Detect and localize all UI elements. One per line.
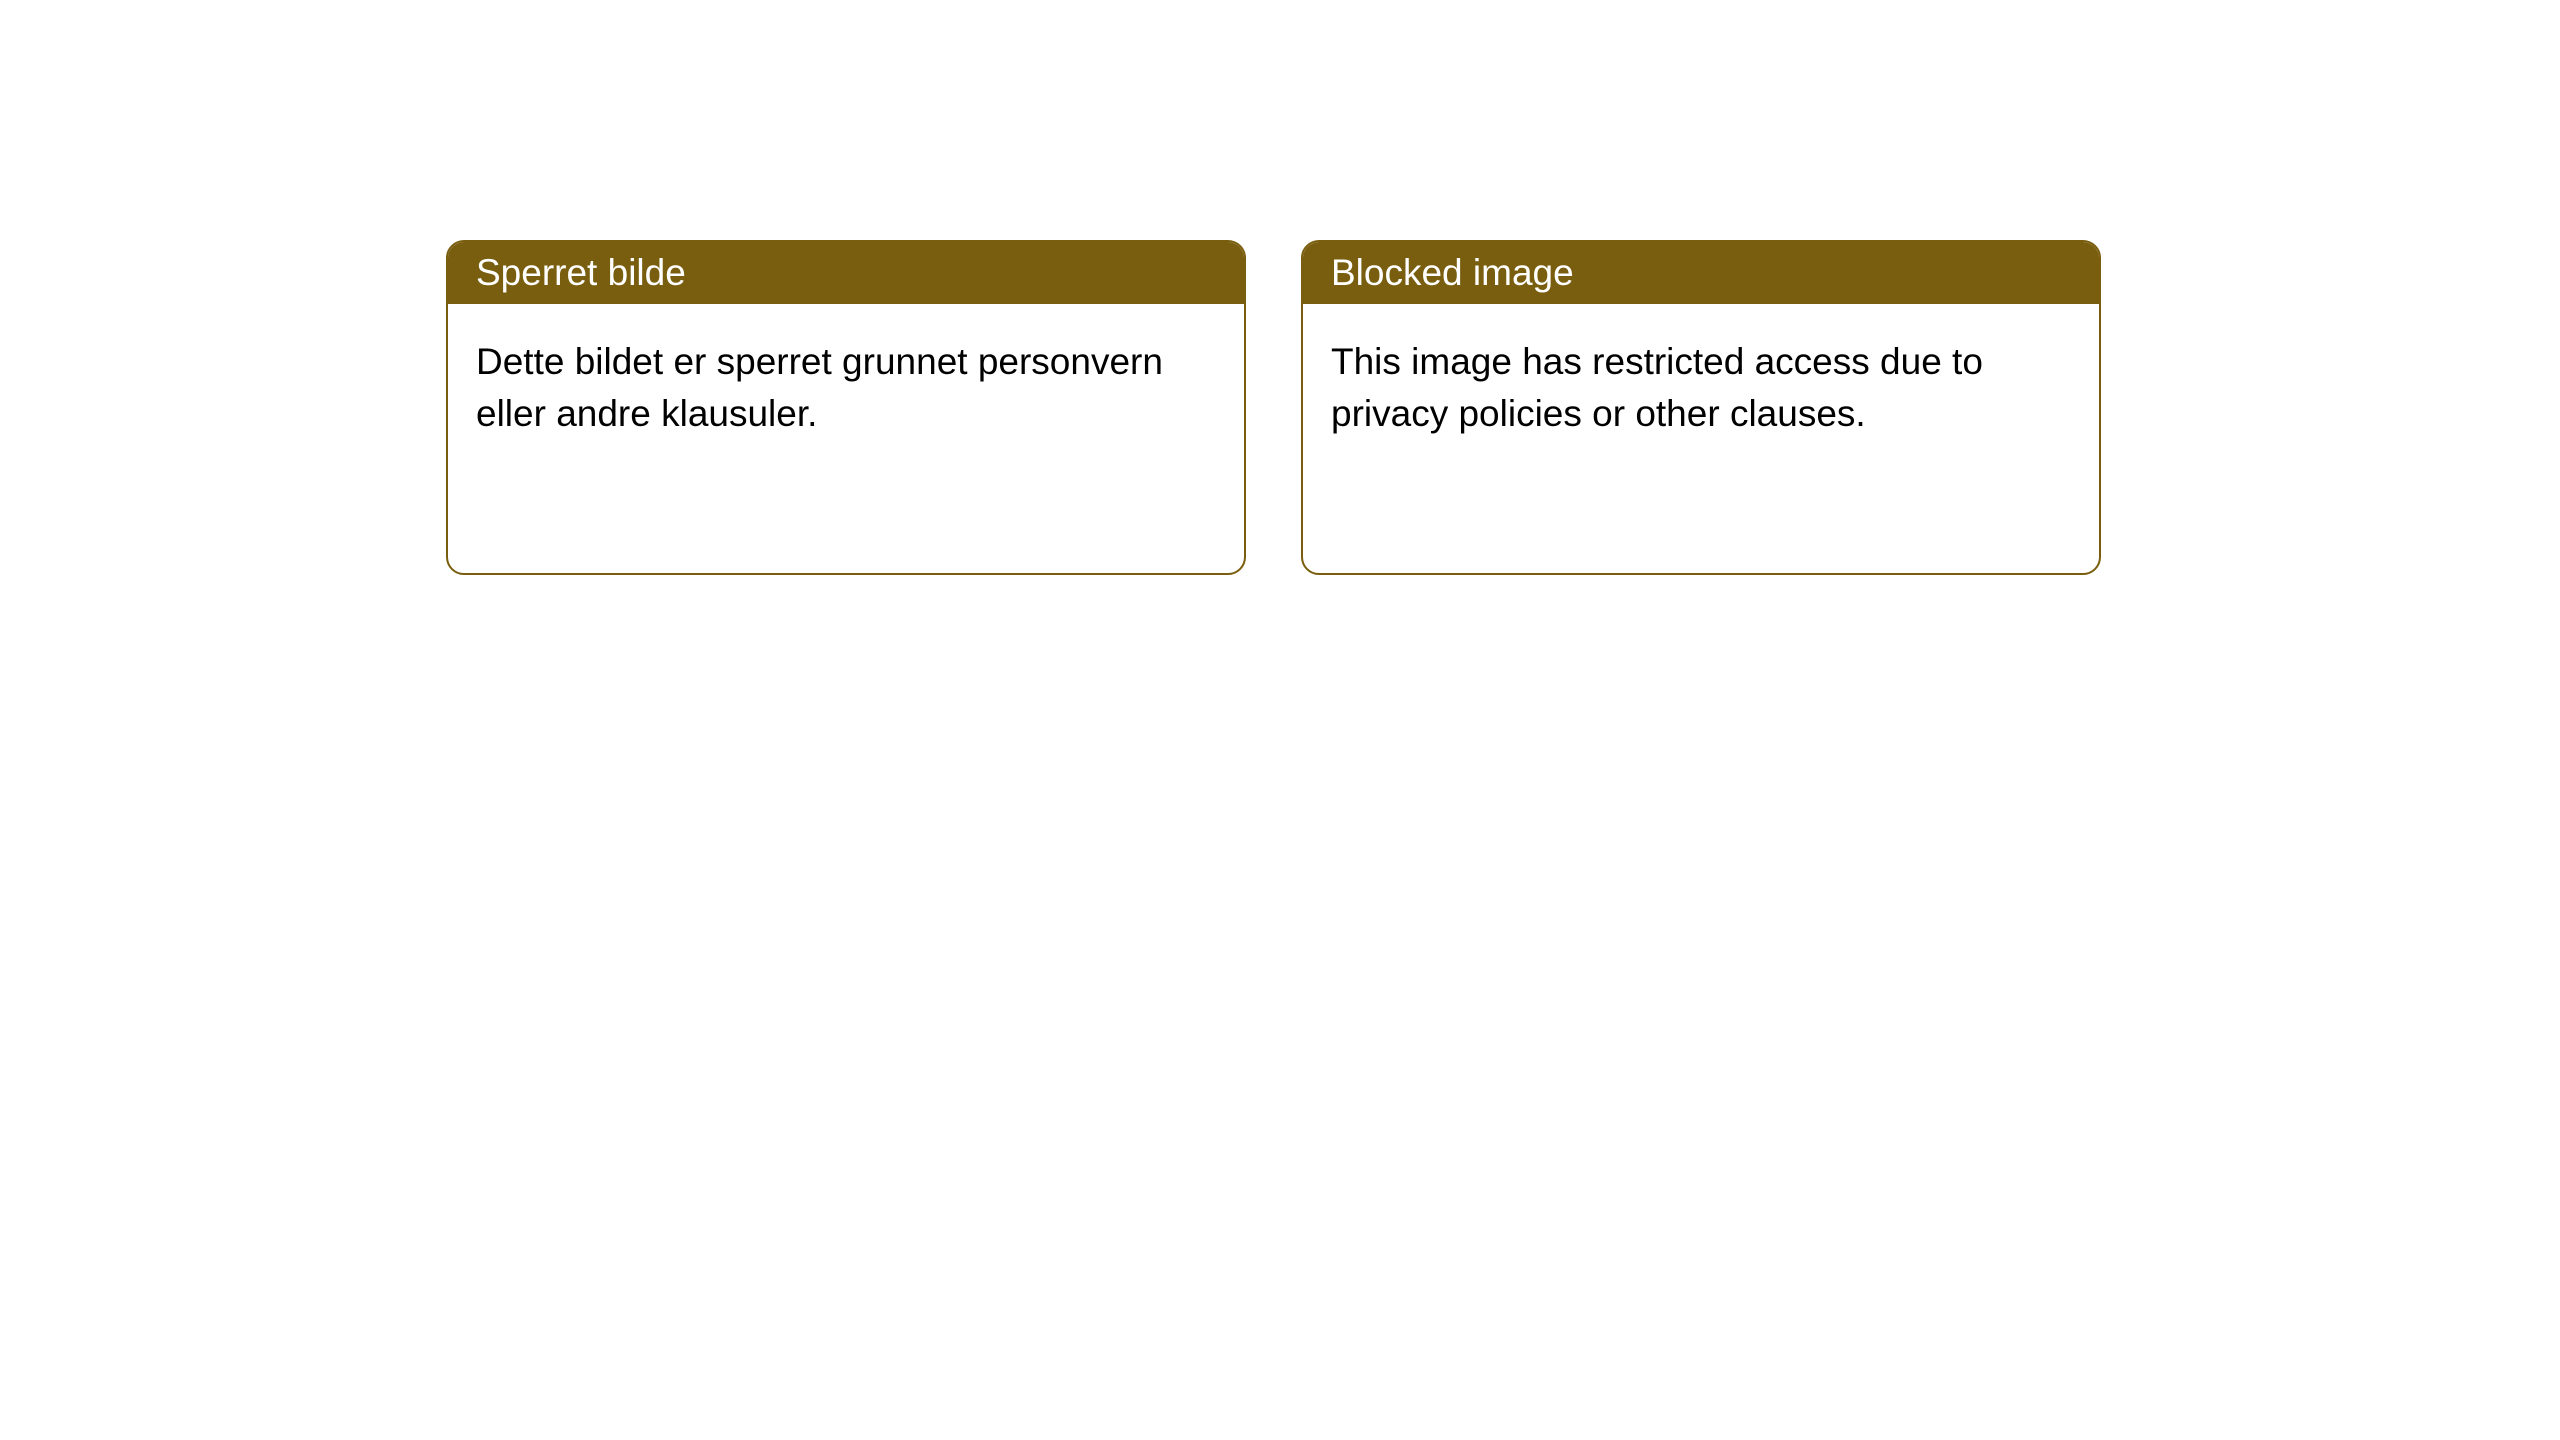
notice-header: Sperret bilde xyxy=(448,242,1244,304)
notice-card-english: Blocked image This image has restricted … xyxy=(1301,240,2101,575)
notice-title: Blocked image xyxy=(1331,252,1574,293)
notice-body: This image has restricted access due to … xyxy=(1303,304,2099,472)
notice-container: Sperret bilde Dette bildet er sperret gr… xyxy=(0,0,2560,575)
notice-card-norwegian: Sperret bilde Dette bildet er sperret gr… xyxy=(446,240,1246,575)
notice-text: Dette bildet er sperret grunnet personve… xyxy=(476,341,1163,434)
notice-text: This image has restricted access due to … xyxy=(1331,341,1983,434)
notice-body: Dette bildet er sperret grunnet personve… xyxy=(448,304,1244,472)
notice-title: Sperret bilde xyxy=(476,252,686,293)
notice-header: Blocked image xyxy=(1303,242,2099,304)
